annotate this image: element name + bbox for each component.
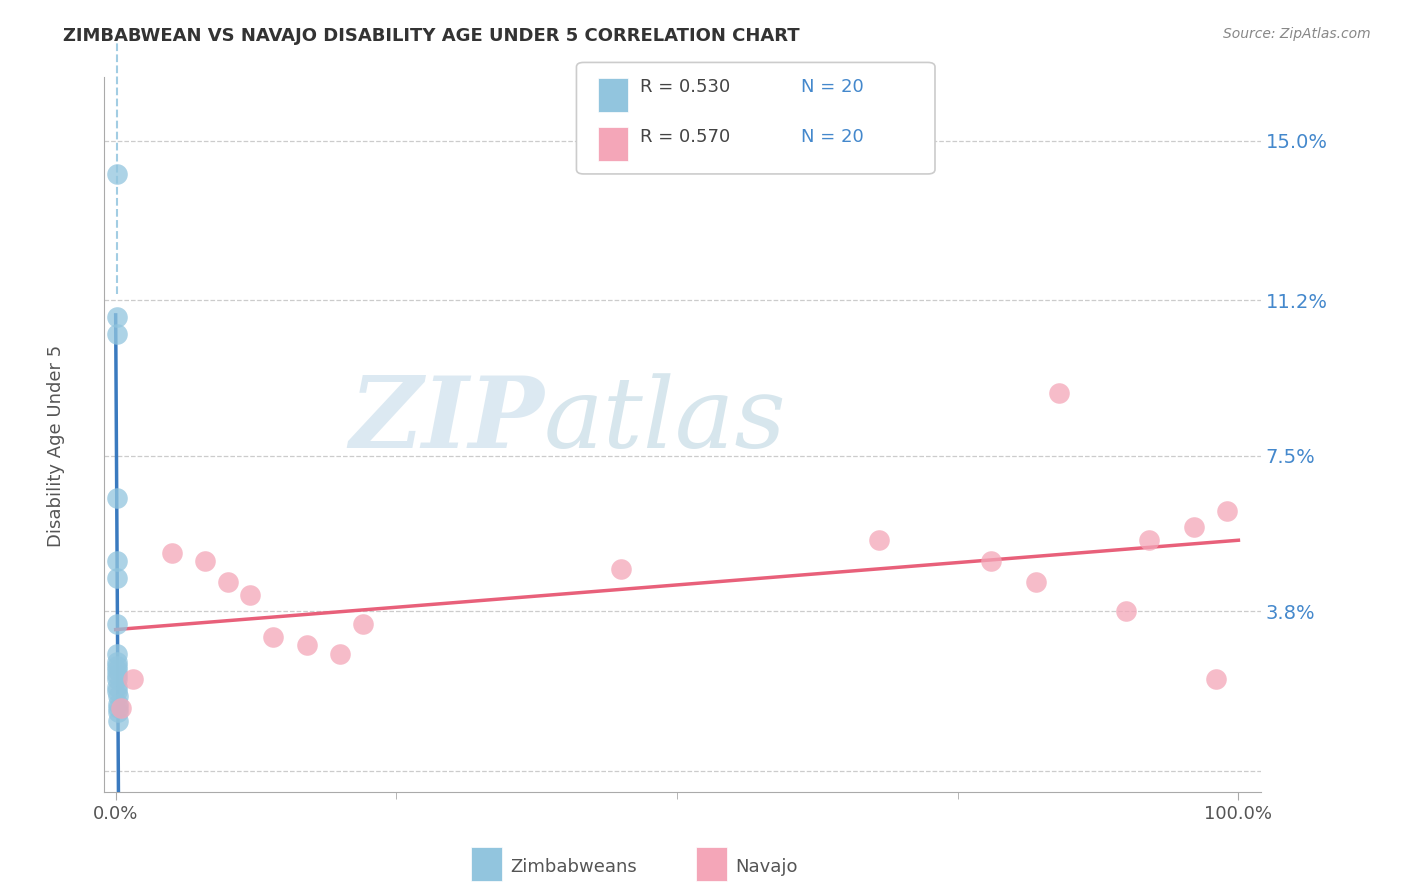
Point [295, 638, 318, 652]
Point [1205, 672, 1227, 686]
Text: ZIP: ZIP [349, 372, 544, 469]
Text: ZIMBABWEAN VS NAVAJO DISABILITY AGE UNDER 5 CORRELATION CHART: ZIMBABWEAN VS NAVAJO DISABILITY AGE UNDE… [63, 27, 800, 45]
Point [105, 667, 128, 681]
Text: Zimbabweans: Zimbabweans [510, 858, 637, 876]
Point [107, 697, 129, 711]
Point [262, 630, 284, 644]
Point [1115, 605, 1137, 619]
Point [194, 554, 217, 568]
Point [107, 706, 129, 720]
Point [1216, 503, 1239, 517]
Point [107, 701, 129, 715]
Text: R = 0.530: R = 0.530 [640, 78, 730, 96]
Text: Disability Age Under 5: Disability Age Under 5 [48, 345, 65, 547]
Text: N = 20: N = 20 [801, 78, 865, 96]
Point [105, 167, 128, 181]
Point [107, 714, 129, 728]
Point [105, 554, 128, 568]
Point [352, 617, 374, 632]
Point [1137, 533, 1160, 547]
Point [160, 546, 183, 560]
Point [105, 617, 128, 632]
Text: N = 20: N = 20 [801, 128, 865, 145]
Text: R = 0.570: R = 0.570 [640, 128, 730, 145]
Point [610, 562, 633, 576]
Point [217, 575, 239, 590]
Point [980, 554, 1002, 568]
Point [105, 326, 128, 341]
Point [1025, 575, 1047, 590]
Point [105, 647, 128, 661]
Point [239, 588, 262, 602]
Point [868, 533, 890, 547]
Point [107, 689, 129, 703]
Point [1047, 385, 1070, 400]
Text: atlas: atlas [544, 373, 786, 468]
Point [105, 672, 128, 686]
Point [105, 571, 128, 585]
Point [329, 647, 352, 661]
Point [105, 659, 128, 673]
Point [110, 701, 132, 715]
Point [1182, 520, 1205, 534]
Point [105, 655, 128, 669]
Point [105, 680, 128, 694]
Point [105, 310, 128, 325]
Point [105, 684, 128, 698]
Point [105, 664, 128, 678]
Point [105, 491, 128, 505]
Text: Navajo: Navajo [735, 858, 797, 876]
Point [121, 672, 143, 686]
Text: Source: ZipAtlas.com: Source: ZipAtlas.com [1223, 27, 1371, 41]
